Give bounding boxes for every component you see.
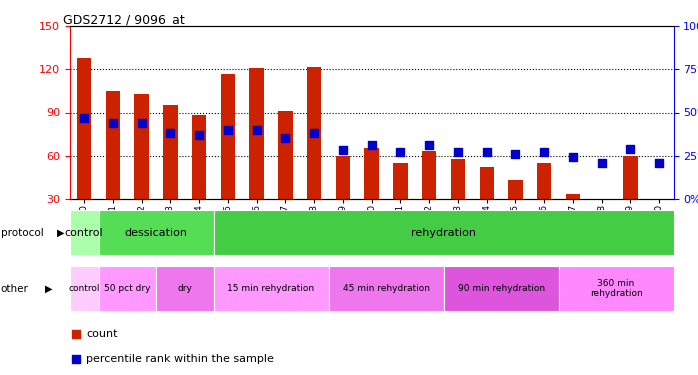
Bar: [279, 111, 292, 199]
Point: [165, 130, 176, 136]
Point: [366, 142, 377, 148]
Point: [395, 149, 406, 155]
Bar: [77, 58, 91, 199]
Bar: [566, 194, 580, 199]
Point: [223, 127, 234, 133]
Text: dry: dry: [177, 284, 192, 293]
Bar: [451, 159, 465, 199]
Point: [107, 120, 119, 126]
Bar: [480, 167, 494, 199]
Text: percentile rank within the sample: percentile rank within the sample: [87, 354, 274, 363]
Bar: [135, 94, 149, 199]
Bar: [508, 180, 523, 199]
Point: [309, 130, 320, 136]
Point: [452, 149, 463, 155]
Bar: [443, 266, 558, 311]
Bar: [105, 91, 120, 199]
Bar: [393, 163, 408, 199]
Point: [539, 149, 550, 155]
Bar: [98, 266, 156, 311]
Bar: [70, 266, 98, 311]
Bar: [214, 210, 674, 255]
Point: [481, 149, 492, 155]
Point: [567, 154, 579, 160]
Bar: [595, 199, 609, 200]
Bar: [336, 156, 350, 199]
Point: [136, 120, 147, 126]
Bar: [249, 68, 264, 199]
Bar: [98, 210, 214, 255]
Bar: [364, 148, 379, 199]
Text: other: other: [1, 284, 29, 294]
Point: [424, 142, 435, 148]
Point: [193, 132, 205, 138]
Point: [251, 127, 262, 133]
Bar: [623, 156, 638, 199]
Point: [70, 331, 82, 337]
Text: 50 pct dry: 50 pct dry: [104, 284, 151, 293]
Text: count: count: [87, 329, 118, 339]
Text: ▶: ▶: [57, 228, 65, 237]
Text: ▶: ▶: [45, 284, 53, 294]
Bar: [221, 74, 235, 199]
Point: [70, 356, 82, 362]
Point: [625, 146, 636, 152]
Text: 15 min rehydration: 15 min rehydration: [228, 284, 315, 293]
Bar: [329, 266, 443, 311]
Text: control: control: [65, 228, 103, 237]
Bar: [156, 266, 214, 311]
Text: GDS2712 / 9096_at: GDS2712 / 9096_at: [63, 13, 184, 26]
Bar: [70, 210, 98, 255]
Point: [337, 147, 348, 153]
Bar: [537, 163, 551, 199]
Bar: [192, 116, 207, 199]
Text: 45 min rehydration: 45 min rehydration: [343, 284, 429, 293]
Text: rehydration: rehydration: [411, 228, 476, 237]
Point: [596, 159, 607, 165]
Bar: [307, 66, 321, 199]
Point: [510, 151, 521, 157]
Text: protocol: protocol: [1, 228, 43, 237]
Bar: [422, 151, 436, 199]
Point: [280, 135, 291, 141]
Bar: [558, 266, 674, 311]
Point: [653, 159, 664, 165]
Text: dessication: dessication: [124, 228, 188, 237]
Point: [79, 115, 90, 121]
Text: 90 min rehydration: 90 min rehydration: [457, 284, 544, 293]
Bar: [214, 266, 329, 311]
Bar: [163, 105, 177, 199]
Text: control: control: [68, 284, 100, 293]
Text: 360 min
rehydration: 360 min rehydration: [590, 279, 642, 298]
